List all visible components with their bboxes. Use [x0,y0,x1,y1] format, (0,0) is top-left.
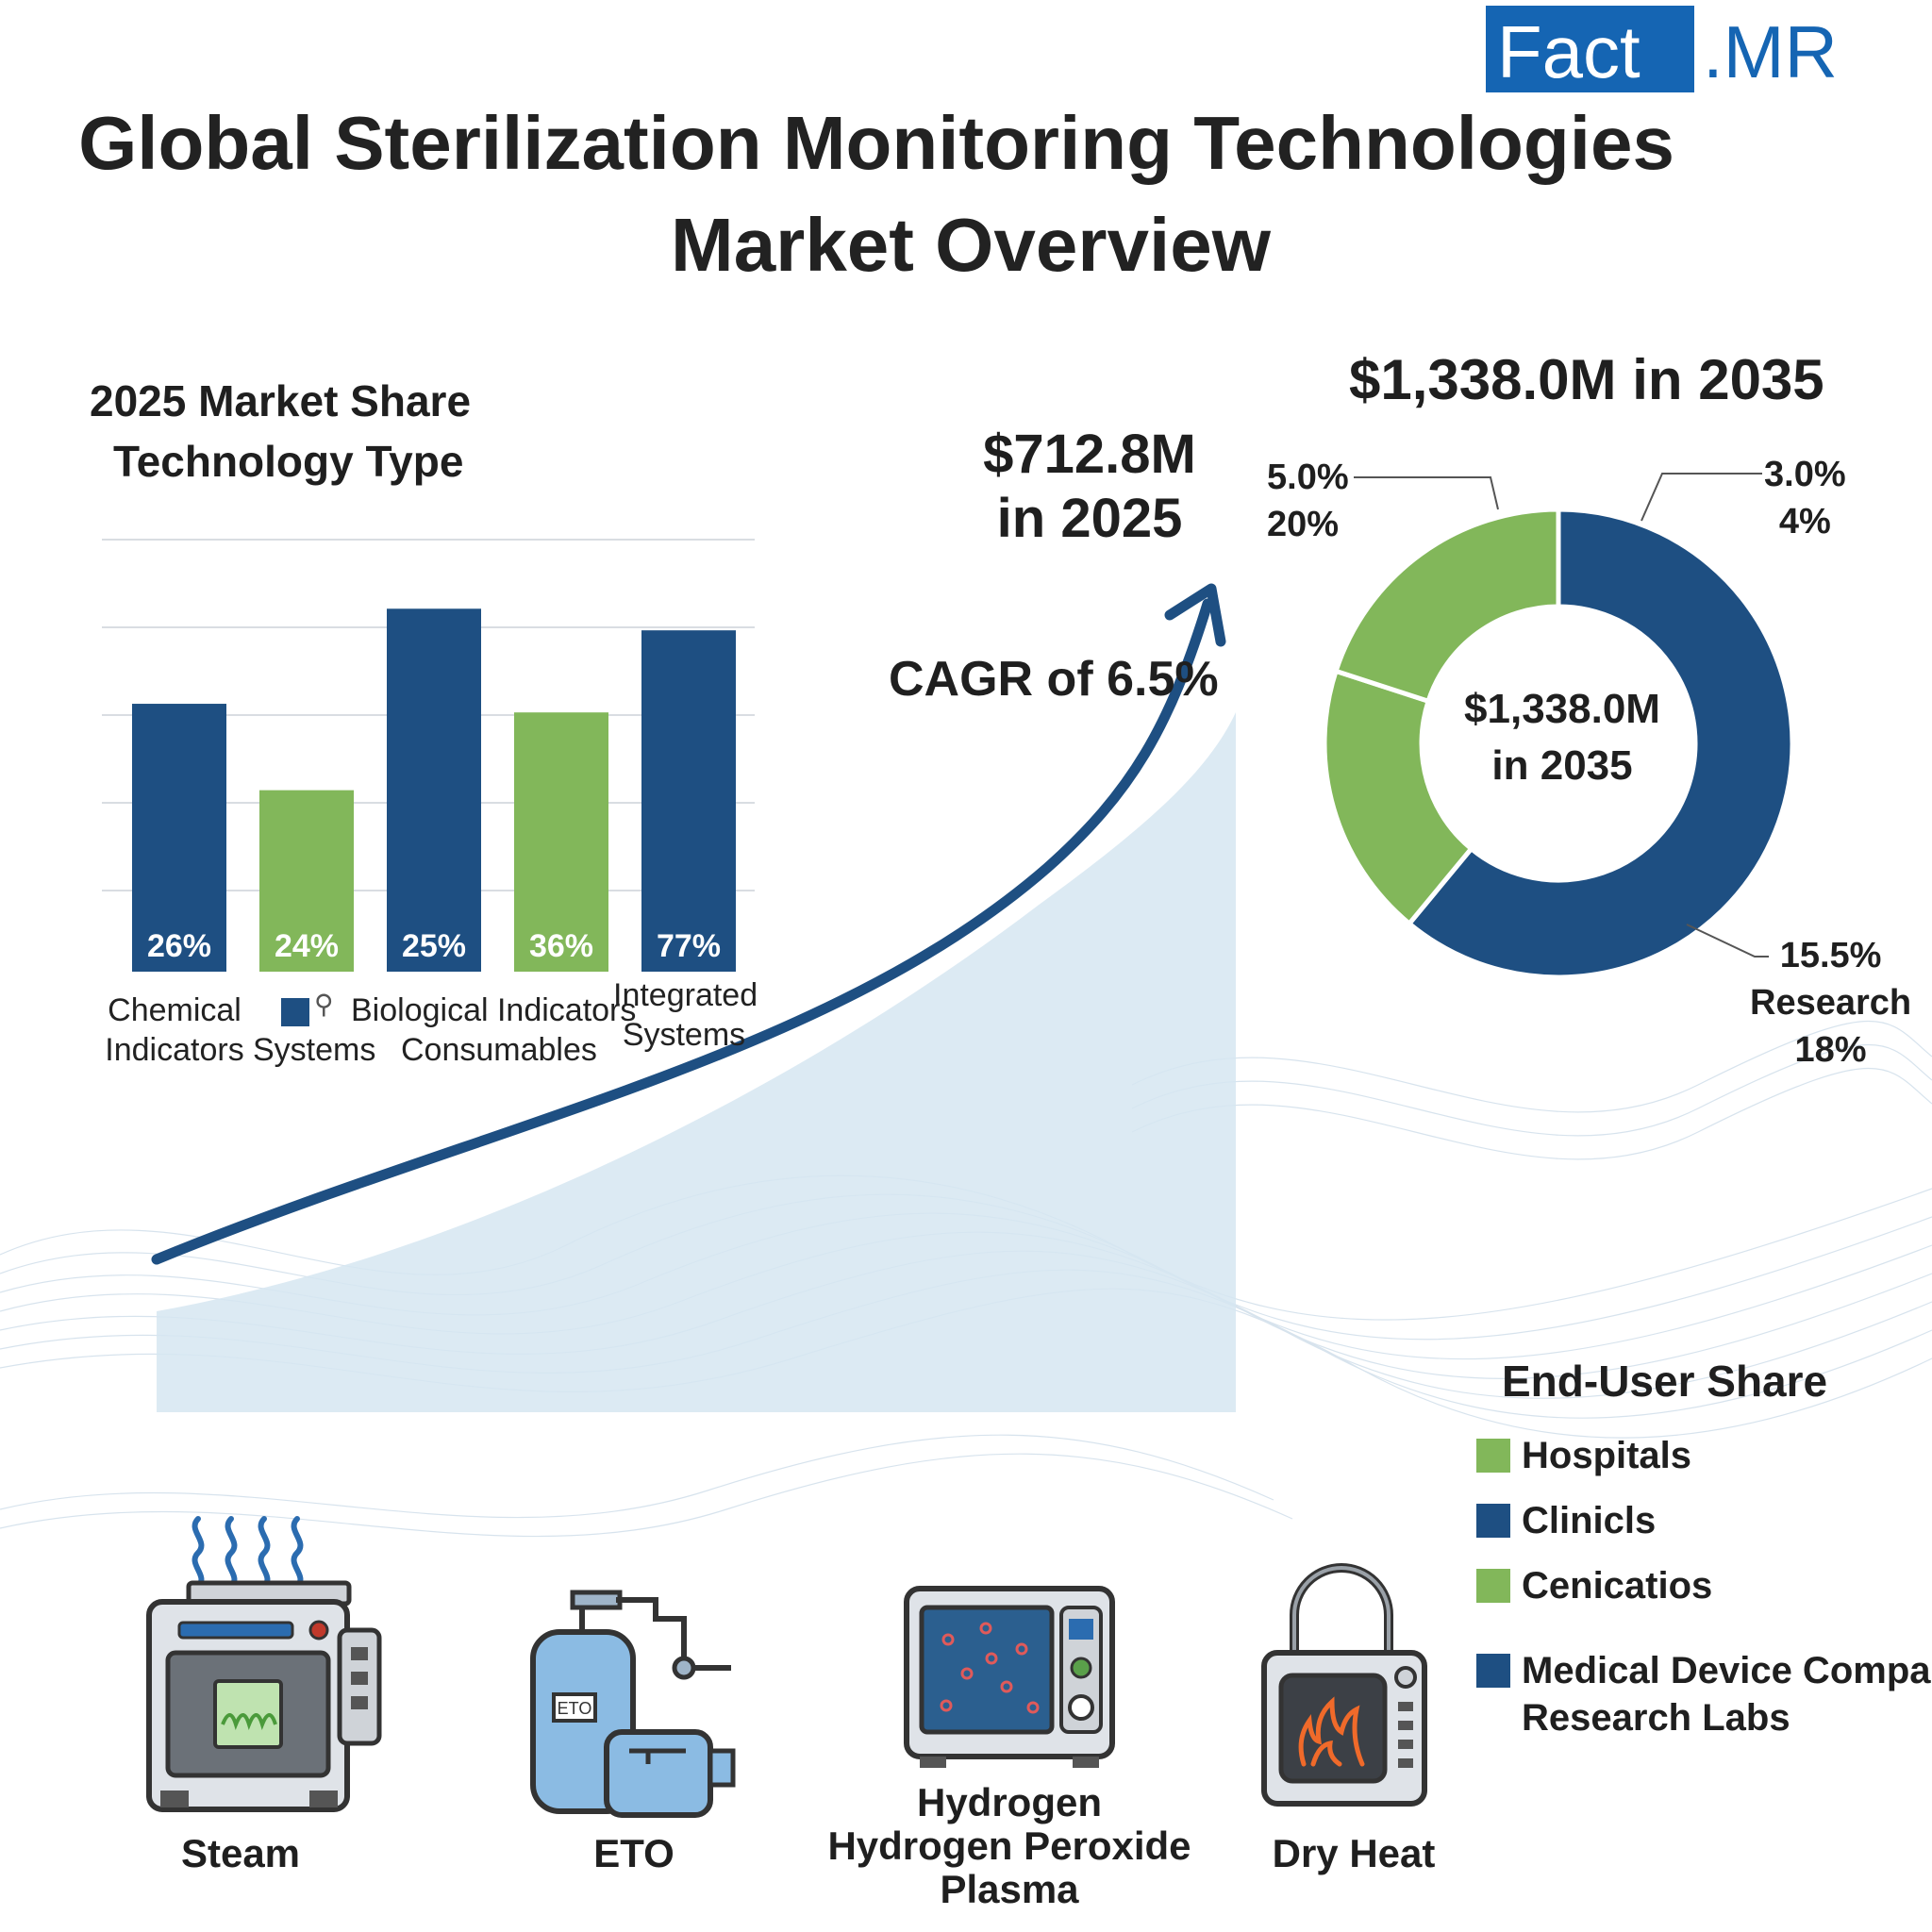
category-chemical-line-1: Chemical [108,992,242,1028]
tech-label-plasma-line-2: Hydrogen Peroxide [827,1824,1191,1868]
bar-chart-title-line-1: 2025 Market Share [90,376,472,425]
bar-value-label-4: 77% [657,928,721,964]
legend-label-cenicatios: Cenicatios [1522,1565,1713,1607]
legend-label-clinics: Clinicls [1522,1500,1657,1541]
legend-swatch-blue [1476,1654,1510,1688]
legend-swatch-blue [1476,1504,1510,1538]
factmr-logo: Fact .MR [1486,6,1882,93]
bar-chart-title: 2025 Market Share Technology Type [90,371,471,491]
eto-tag-text: ETO [558,1699,592,1718]
bar-value-label-1: 24% [275,928,339,964]
value-2025-year: in 2025 [996,488,1183,549]
donut-center-line-1: $1,338.0M [1464,686,1660,732]
donut-annotation-top-left: 5.0% 20% [1267,454,1349,548]
category-chemical-line-2: Indicators [105,1032,244,1068]
legend-item-clinics: Clinicls [1476,1497,1656,1544]
donut-annotation-bottom-right: 15.5% Research 18% [1750,932,1911,1074]
page-title: Global Sterilization Monitoring Technolo… [0,92,1932,296]
donut-annotation-top-right: 3.0% 4% [1764,451,1846,545]
tech-label-plasma-line-3: Plasma [940,1867,1079,1911]
bar-chart: 26% 24% 25% 36% 77% [102,539,755,972]
steam-sterilizer-icon [146,1516,382,1812]
category-label-consumables: Consumables [401,1032,597,1068]
category-label-chemical: Chemical Indicators [94,991,255,1070]
annotation-bottom-right-line-2: Research [1750,983,1912,1023]
bar-chart-title-line-2: Technology Type [113,437,464,486]
donut-leader-lines [1354,473,1769,958]
legend-item-medical-device: Medical Device Companies Research Labs [1476,1647,1932,1741]
tool-glyph-icon: ⚲ [314,990,334,1019]
category-integrated-line-1: Integrated [613,977,758,1013]
tech-label-steam: Steam [180,1831,301,1875]
bar-2 [387,608,481,972]
legend-item-hospitals: Hospitals [1476,1432,1691,1479]
category-label-integrated: Integrated Systems [613,975,758,1055]
end-user-legend-title: End-User Share [1502,1357,1828,1406]
cagr-label: CAGR of 6.5% [889,652,1219,707]
growth-area [157,712,1236,1412]
logo-fact-text: Fact [1497,10,1641,93]
legend-label-medical-device: Medical Device Companies Research Labs [1522,1647,1932,1741]
donut-slice-0 [1406,507,1795,980]
logo-box [1486,6,1694,92]
title-line-2: Market Overview [671,203,1271,287]
tech-label-plasma-line-1: Hydrogen [916,1780,1102,1824]
category-label-biological: Biological Indicators [351,992,637,1028]
title-line-1: Global Sterilization Monitoring Technolo… [78,101,1674,185]
bar-0 [132,704,226,972]
arrow-head [1164,583,1226,647]
legend-square-icon [281,998,309,1026]
value-2025-amount: $712.8M [983,424,1196,485]
bar-value-label-2: 25% [402,928,466,964]
legend-label-hospitals: Hospitals [1522,1435,1692,1476]
growth-arrow [151,598,1213,1265]
annotation-bottom-right-line-3: 18% [1794,1030,1867,1070]
annotation-top-left-line-1: 5.0% [1267,458,1349,497]
logo-mr-text: .MR [1703,10,1838,93]
category-label-systems: Systems [253,1032,376,1068]
bar-value-label-0: 26% [147,928,211,964]
tech-label-plasma: Hydrogen Hydrogen Peroxide Plasma [811,1781,1208,1911]
legend-item-cenicatios: Cenicatios [1476,1562,1712,1609]
legend-swatch-green [1476,1569,1510,1603]
donut-chart: $1,338.0M in 2035 [1322,473,1795,980]
bar-value-label-3: 36% [529,928,593,964]
annotation-top-right-line-2: 4% [1778,502,1831,541]
bar-1 [259,790,354,972]
donut-slice-1 [1322,668,1475,927]
bar-3 [514,712,608,972]
legend-swatch-green [1476,1439,1510,1473]
tech-label-eto: ETO [593,1831,675,1875]
value-2025: $712.8M in 2025 [943,423,1236,551]
annotation-top-right-line-1: 3.0% [1764,455,1846,494]
leader-line-top-right [1641,473,1762,522]
eto-cylinder-icon: ETO [530,1590,736,1818]
legend-label-medical-device-line-2: Research Labs [1522,1697,1790,1739]
donut-center-line-2: in 2035 [1491,742,1632,789]
annotation-top-left-line-2: 20% [1267,505,1340,544]
leader-line-bottom-right [1686,924,1769,958]
donut-slice-2 [1332,507,1561,705]
dry-heat-oven-icon [1261,1563,1427,1807]
bar-4 [641,630,736,972]
plasma-chamber-icon [904,1586,1115,1768]
category-integrated-line-2: Systems [622,1017,746,1053]
leader-line-top-left [1354,476,1499,510]
legend-label-medical-device-line-1: Medical Device Companies [1522,1650,1932,1691]
annotation-bottom-right-line-1: 15.5% [1779,936,1882,975]
tech-label-dry-heat: Dry Heat [1272,1831,1436,1875]
value-2035: $1,338.0M in 2035 [1349,348,1824,411]
